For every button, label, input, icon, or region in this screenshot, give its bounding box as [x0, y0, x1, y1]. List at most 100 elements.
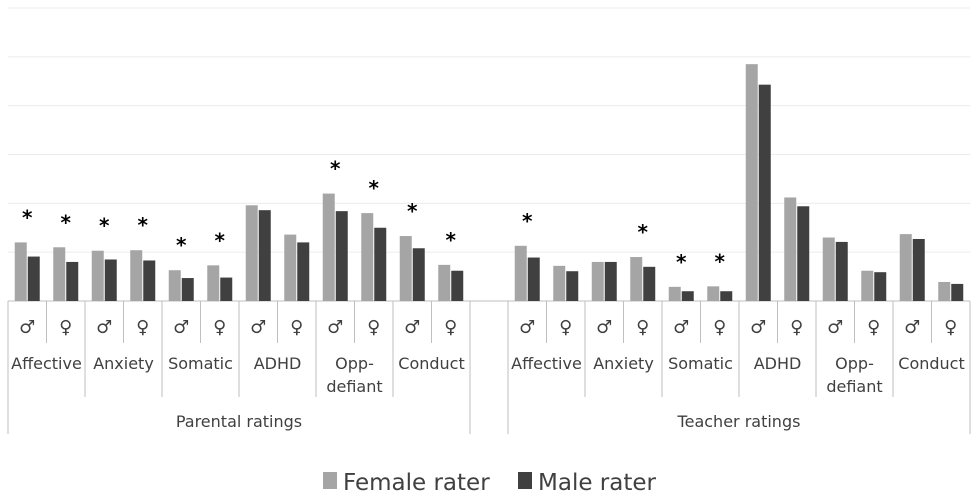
bar-female-rater — [861, 270, 874, 301]
female-symbol: ♀ — [867, 317, 880, 338]
bar-female-rater — [553, 265, 566, 301]
bar-female-rater — [168, 270, 181, 301]
gridlines — [8, 7, 970, 302]
female-symbol: ♀ — [713, 317, 726, 338]
subcategory-label: Somatic — [668, 354, 733, 373]
bar-female-rater — [207, 265, 220, 301]
subcategory-label: Conduct — [398, 354, 464, 373]
bar-male-rater — [566, 271, 579, 301]
bar-male-rater — [912, 238, 925, 301]
bar-female-rater — [707, 286, 720, 301]
bar-male-rater — [835, 241, 848, 301]
bar-male-rater — [181, 278, 194, 301]
subcategory-label: Affective — [11, 354, 82, 373]
female-symbol: ♀ — [444, 317, 457, 338]
female-symbol: ♀ — [136, 317, 149, 338]
female-symbol: ♀ — [790, 317, 803, 338]
significance-star: * — [407, 199, 418, 223]
bar-male-rater — [258, 210, 271, 301]
bar-female-rater — [361, 213, 374, 301]
bar-female-rater — [53, 247, 66, 301]
bars — [14, 64, 964, 302]
male-symbol: ♂ — [250, 317, 266, 338]
bar-female-rater — [591, 261, 604, 301]
bar-male-rater — [797, 206, 810, 301]
male-symbol: ♂ — [596, 317, 612, 338]
subcategory-label: ADHD — [254, 354, 302, 373]
bar-female-rater — [899, 234, 912, 301]
legend-swatch — [323, 472, 337, 489]
male-symbol: ♂ — [96, 317, 112, 338]
bar-male-rater — [104, 259, 117, 301]
subcategory-label: Anxiety — [593, 354, 654, 373]
significance-star: * — [176, 233, 187, 257]
male-symbol: ♂ — [327, 317, 343, 338]
significance-star: * — [676, 250, 687, 274]
bar-female-rater — [630, 257, 643, 301]
significance-star: * — [138, 213, 149, 237]
bar-female-rater — [284, 234, 297, 301]
bar-female-rater — [130, 250, 143, 301]
bar-male-rater — [874, 272, 887, 301]
bar-female-rater — [399, 236, 412, 301]
bar-male-rater — [374, 227, 387, 301]
female-symbol: ♀ — [559, 317, 572, 338]
male-symbol: ♂ — [827, 317, 843, 338]
significance-star: * — [330, 157, 341, 181]
bar-female-rater — [784, 197, 797, 301]
significance-markers: * * * * * * * * * * * * * * — [22, 157, 726, 274]
significance-star: * — [522, 209, 533, 233]
significance-star: * — [715, 249, 726, 273]
subcategory-label: defiant — [826, 377, 882, 396]
significance-star: * — [215, 228, 226, 252]
bar-male-rater — [66, 261, 79, 301]
female-symbol: ♀ — [636, 317, 649, 338]
group-label: Teacher ratings — [677, 412, 801, 431]
bar-male-rater — [604, 261, 617, 301]
male-symbol: ♂ — [673, 317, 689, 338]
significance-star: * — [99, 214, 110, 238]
bar-female-rater — [322, 193, 335, 301]
male-symbol: ♂ — [404, 317, 420, 338]
bar-male-rater — [951, 283, 964, 301]
bar-male-rater — [527, 257, 540, 301]
male-symbol: ♂ — [173, 317, 189, 338]
male-symbol: ♂ — [519, 317, 535, 338]
bar-female-rater — [668, 286, 681, 301]
significance-star: * — [22, 205, 33, 229]
bar-female-rater — [514, 245, 527, 301]
female-symbol: ♀ — [213, 317, 226, 338]
group-label: Parental ratings — [176, 412, 302, 431]
bar-female-rater — [438, 264, 451, 301]
female-symbol: ♀ — [59, 317, 72, 338]
significance-star: * — [61, 210, 72, 234]
female-symbol: ♀ — [367, 317, 380, 338]
significance-star: * — [638, 220, 649, 244]
subcategory-label: Somatic — [168, 354, 233, 373]
bar-male-rater — [412, 248, 425, 301]
legend-label: Male rater — [538, 470, 657, 496]
subcategory-label: ADHD — [754, 354, 802, 373]
bar-male-rater — [297, 242, 310, 301]
male-symbol: ♂ — [750, 317, 766, 338]
bar-female-rater — [91, 250, 104, 301]
subcategory-label: Affective — [511, 354, 582, 373]
legend-swatch — [518, 472, 532, 489]
bar-male-rater — [143, 260, 156, 301]
bar-female-rater — [822, 237, 835, 301]
legend: Female rater Male rater — [323, 470, 657, 496]
bar-male-rater — [451, 270, 464, 301]
bar-male-rater — [220, 277, 233, 301]
bar-female-rater — [245, 205, 258, 301]
bar-male-rater — [720, 291, 733, 301]
bar-male-rater — [681, 291, 694, 301]
significance-star: * — [446, 228, 457, 252]
bar-male-rater — [335, 211, 348, 301]
subcategory-label: Conduct — [898, 354, 964, 373]
female-symbol: ♀ — [944, 317, 957, 338]
bar-male-rater — [643, 266, 656, 301]
bar-female-rater — [938, 281, 951, 301]
subcategory-label: defiant — [326, 377, 382, 396]
category-axis: ♂ ♀ ♂ ♀ ♂ ♀ ♂ ♀ ♂ ♀ ♂ ♀ Affective Anxiety Somatic ADHD O… — [7, 301, 971, 434]
